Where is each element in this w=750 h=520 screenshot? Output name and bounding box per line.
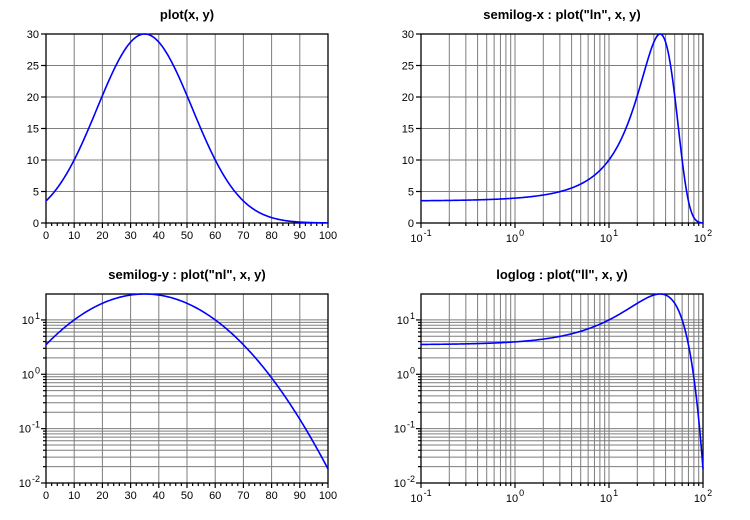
axis-tick-labels: 10-1 100 101 102 0 5 10 15 20 25 30 [402,29,712,245]
y-tick-label: 15 [27,124,39,136]
subplot-semilogx-title: semilog-x : plot("ln", x, y) [483,7,641,22]
x-tick-label: 10-1 [410,228,431,245]
grid-lines [46,294,328,483]
x-tick-label: 90 [294,230,306,242]
x-tick-label: 0 [43,230,49,242]
x-tick-label: 10 [68,230,80,242]
y-tick-label: 0 [33,218,39,230]
axis-ticks [41,319,329,488]
y-tick-label: 30 [27,29,39,41]
x-tick-label: 101 [600,228,618,245]
y-tick-label: 5 [33,187,39,199]
subplot-semilogx: semilog-x : plot("ln", x, y) 10-1 100 101 1… [375,0,750,260]
subplot-linear-canvas: 0 10 20 30 40 50 60 70 80 90 100 0 5 10 15 20 25 30 [27,29,337,242]
y-tick-label: 10 [402,155,414,167]
x-tick-label: 100 [506,488,524,505]
x-tick-label: 90 [294,490,306,502]
y-tick-label: 5 [408,187,414,199]
subplot-loglog: loglog : plot("ll", x, y) 10-1 100 101 102 1… [375,260,750,520]
x-tick-label: 50 [181,230,193,242]
subplot-linear-title: plot(x, y) [159,7,215,22]
x-tick-label: 100 [319,490,337,502]
subplot-linear: plot(x, y) 0 10 20 30 40 50 60 70 80 90 100 0 5 10 15 2… [0,0,375,260]
y-tick-label: 20 [402,92,414,104]
x-tick-label: 10 [68,490,80,502]
x-tick-label: 101 [600,488,618,505]
subplot-semilogy-canvas: 0 10 20 30 40 50 60 70 80 90 100 10-2 10-1 100 101 [19,293,337,502]
y-tick-label: 30 [402,29,414,41]
x-tick-label: 60 [209,490,221,502]
x-tick-label: 80 [265,490,277,502]
x-tick-label: 60 [209,230,221,242]
y-tick-label: 10-1 [394,420,415,436]
y-tick-label: 101 [22,311,40,327]
y-tick-label: 20 [27,92,39,104]
axis-ticks [41,33,329,228]
plot-border [420,33,704,224]
plot-border [45,33,329,224]
y-tick-label: 25 [402,61,414,73]
subplot-semilogx-canvas: 10-1 100 101 102 0 5 10 15 20 25 30 [402,29,712,245]
grid-lines [421,34,703,223]
data-curve [420,293,704,470]
data-curve [45,293,329,470]
x-tick-label: 100 [319,230,337,242]
x-tick-label: 0 [43,490,49,502]
y-tick-label: 101 [397,311,415,327]
data-curve [420,33,704,224]
plot-border [45,293,329,484]
y-tick-label: 10-2 [394,474,415,490]
axis-tick-labels: 0 10 20 30 40 50 60 70 80 90 100 0 5 10 15 20 25 30 [27,29,337,242]
y-tick-label: 25 [27,61,39,73]
y-tick-label: 15 [402,124,414,136]
x-tick-label: 80 [265,230,277,242]
subplot-loglog-title: loglog : plot("ll", x, y) [496,267,628,282]
y-tick-label: 10-2 [19,474,40,490]
axis-tick-labels: 0 10 20 30 40 50 60 70 80 90 100 10-2 10-1 100 101 [19,311,337,502]
x-tick-label: 20 [96,490,108,502]
x-tick-label: 40 [153,230,165,242]
y-tick-label: 100 [22,365,40,381]
grid-lines [421,294,703,483]
y-tick-label: 0 [408,218,414,230]
y-tick-label: 100 [397,365,415,381]
y-tick-label: 10 [27,155,39,167]
data-curve [45,33,329,224]
axis-ticks [416,33,704,228]
grid-lines [46,34,328,223]
x-tick-label: 40 [153,490,165,502]
x-tick-label: 20 [96,230,108,242]
y-tick-label: 10-1 [19,420,40,436]
plot-border [420,293,704,484]
x-tick-label: 10-1 [410,488,431,505]
x-tick-label: 100 [506,228,524,245]
x-tick-label: 70 [237,490,249,502]
x-tick-label: 70 [237,230,249,242]
x-tick-label: 102 [694,488,712,505]
x-tick-label: 30 [124,490,136,502]
x-tick-label: 102 [694,228,712,245]
subplot-semilogy-title: semilog-y : plot("nl", x, y) [108,267,266,282]
x-tick-label: 30 [124,230,136,242]
x-tick-label: 50 [181,490,193,502]
subplot-semilogy: semilog-y : plot("nl", x, y) 0 10 20 30 40 50… [0,260,375,520]
